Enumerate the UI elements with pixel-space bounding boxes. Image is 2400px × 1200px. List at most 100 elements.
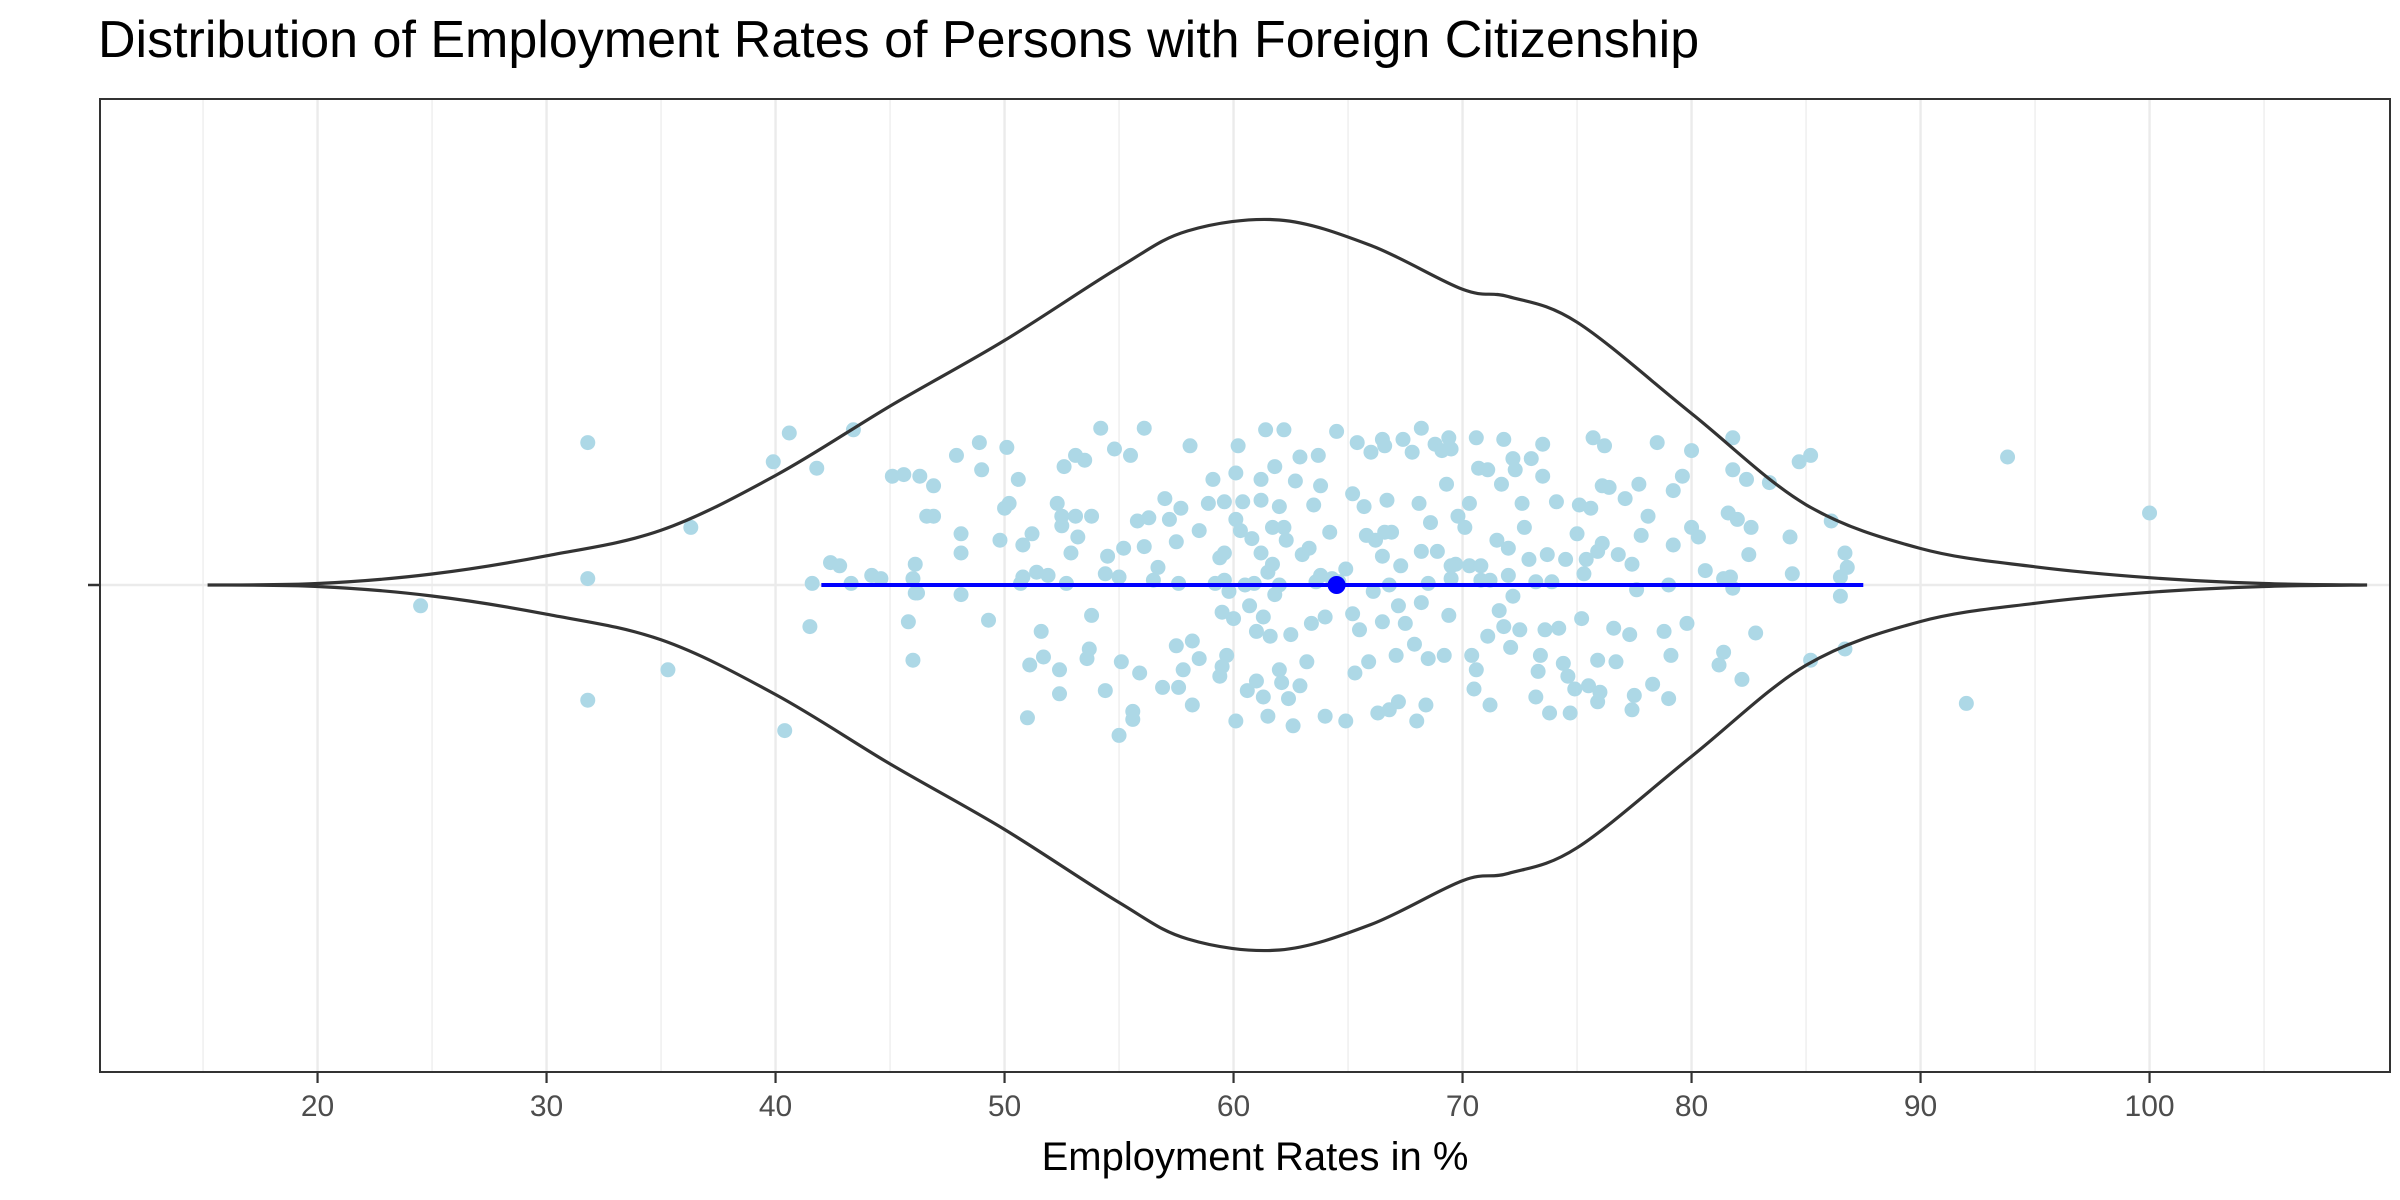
data-point bbox=[992, 532, 1008, 548]
data-point bbox=[1379, 492, 1395, 508]
data-point bbox=[1239, 683, 1255, 699]
data-point bbox=[1633, 527, 1649, 543]
data-point bbox=[1214, 604, 1230, 620]
data-point bbox=[1548, 494, 1564, 510]
data-point bbox=[1631, 476, 1647, 492]
data-point bbox=[1317, 609, 1333, 625]
data-point bbox=[1448, 556, 1464, 572]
data-point bbox=[683, 519, 699, 535]
data-point bbox=[974, 462, 990, 478]
data-point bbox=[765, 454, 781, 470]
data-point bbox=[1338, 561, 1354, 577]
data-point bbox=[1622, 627, 1638, 643]
data-point bbox=[1374, 614, 1390, 630]
data-point bbox=[1544, 574, 1560, 590]
data-point bbox=[1084, 607, 1100, 623]
x-tick-label: 80 bbox=[1675, 1090, 1708, 1123]
data-point bbox=[907, 556, 923, 572]
data-point bbox=[1228, 713, 1244, 729]
data-point bbox=[781, 425, 797, 441]
data-point bbox=[1468, 430, 1484, 446]
data-point bbox=[1574, 611, 1590, 627]
data-point bbox=[1264, 519, 1280, 535]
data-point bbox=[1397, 615, 1413, 631]
data-point bbox=[1523, 451, 1539, 467]
data-point bbox=[971, 435, 987, 451]
data-point bbox=[1281, 691, 1297, 707]
data-point bbox=[1441, 430, 1457, 446]
data-point bbox=[1228, 465, 1244, 481]
data-point bbox=[1329, 423, 1345, 439]
data-point bbox=[1056, 459, 1072, 475]
data-point bbox=[1590, 652, 1606, 668]
data-point bbox=[1661, 691, 1677, 707]
data-point bbox=[1299, 654, 1315, 670]
data-point bbox=[1370, 705, 1386, 721]
data-point bbox=[1413, 420, 1429, 436]
data-point bbox=[1436, 647, 1452, 663]
data-point bbox=[1374, 548, 1390, 564]
data-point bbox=[1461, 558, 1477, 574]
data-point bbox=[1216, 545, 1232, 561]
data-point bbox=[896, 467, 912, 483]
data-point bbox=[1585, 430, 1601, 446]
data-point bbox=[1216, 494, 1232, 510]
data-point bbox=[1803, 447, 1819, 463]
data-point bbox=[1457, 519, 1473, 535]
data-point bbox=[1171, 679, 1187, 695]
data-point bbox=[1155, 679, 1171, 695]
data-point bbox=[1413, 595, 1429, 611]
data-point bbox=[580, 435, 596, 451]
data-point bbox=[1503, 639, 1519, 655]
data-point bbox=[1535, 468, 1551, 484]
data-point bbox=[1352, 622, 1367, 638]
data-point bbox=[1832, 588, 1848, 604]
data-point bbox=[912, 468, 928, 484]
data-point bbox=[1271, 662, 1287, 678]
data-point bbox=[1390, 694, 1406, 710]
data-point bbox=[1496, 619, 1512, 635]
data-point bbox=[1480, 628, 1496, 644]
data-point bbox=[926, 508, 942, 524]
data-point bbox=[1583, 500, 1599, 516]
data-point bbox=[1226, 611, 1242, 627]
data-point bbox=[1555, 655, 1571, 671]
x-axis: 20 30 40 50 60 70 80 90 100 bbox=[301, 1072, 2175, 1123]
x-tick-label: 40 bbox=[759, 1090, 792, 1123]
data-point bbox=[1276, 519, 1292, 535]
data-point bbox=[1489, 532, 1505, 548]
data-point bbox=[1253, 471, 1269, 487]
data-point bbox=[1782, 529, 1798, 545]
data-point bbox=[1645, 676, 1661, 692]
data-point bbox=[1697, 563, 1713, 579]
data-point bbox=[1024, 526, 1040, 542]
data-point bbox=[1516, 519, 1532, 535]
data-point bbox=[1711, 657, 1727, 673]
data-point bbox=[1551, 620, 1567, 636]
data-point bbox=[1674, 468, 1690, 484]
data-point bbox=[832, 558, 848, 574]
data-point bbox=[1015, 569, 1031, 585]
data-point bbox=[1168, 534, 1184, 550]
data-point bbox=[1258, 422, 1274, 438]
data-point bbox=[1468, 662, 1484, 678]
data-point bbox=[1242, 598, 1258, 614]
data-point bbox=[1116, 540, 1132, 556]
data-point bbox=[1248, 623, 1264, 639]
data-point bbox=[1356, 499, 1372, 515]
data-point bbox=[1317, 708, 1333, 724]
data-point bbox=[1244, 531, 1260, 547]
data-point bbox=[1581, 678, 1596, 694]
data-point bbox=[1690, 529, 1706, 545]
data-point bbox=[1097, 566, 1113, 582]
data-point bbox=[1521, 551, 1537, 567]
x-tick-label: 100 bbox=[2125, 1090, 2175, 1123]
data-point bbox=[1418, 697, 1434, 713]
data-point bbox=[1562, 705, 1578, 721]
data-point bbox=[2000, 449, 2016, 465]
data-point bbox=[1248, 673, 1264, 689]
data-point bbox=[1230, 438, 1246, 454]
data-point bbox=[1136, 420, 1152, 436]
data-point bbox=[1285, 718, 1301, 734]
data-point bbox=[1409, 713, 1425, 729]
